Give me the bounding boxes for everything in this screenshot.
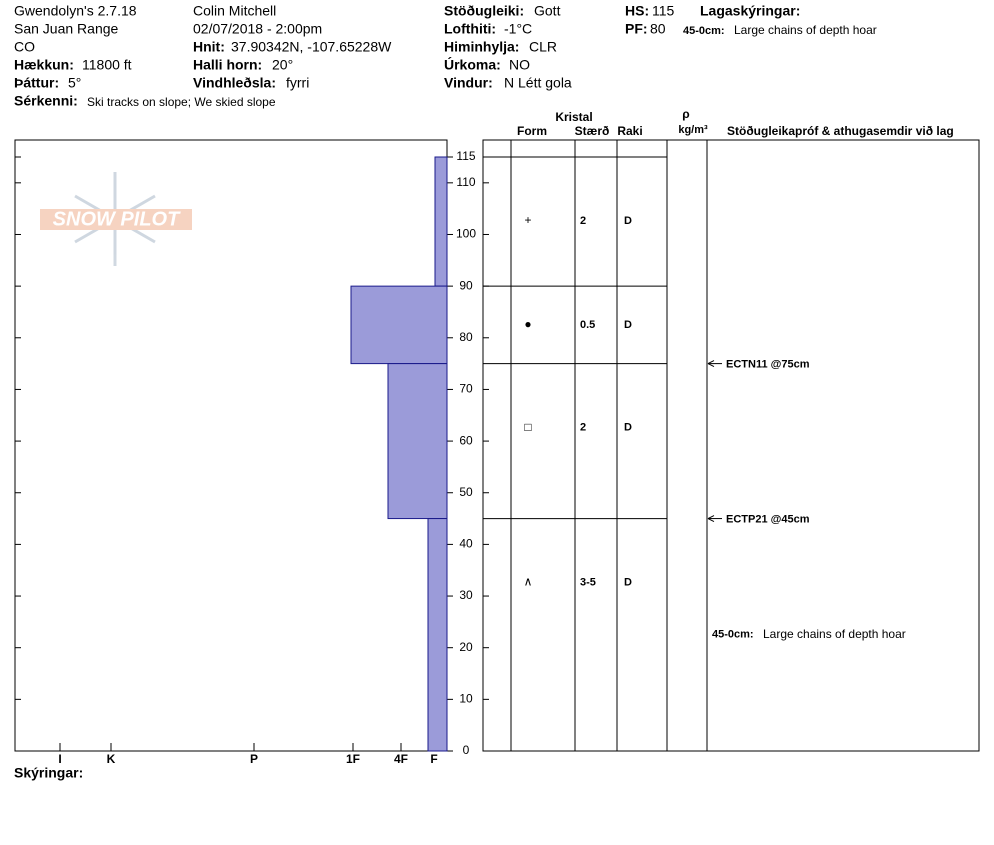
moisture: D [624, 576, 632, 588]
table-header: Stöðugleikapróf & athugasemdir við lag [727, 124, 954, 138]
range: San Juan Range [14, 21, 119, 37]
logo-text: SNOW PILOT [53, 208, 181, 230]
y-tick-label: 70 [459, 382, 473, 396]
y-tick-label: 90 [459, 278, 473, 292]
arrow-head [707, 515, 715, 523]
field-label: Hækkun: [14, 57, 74, 73]
moisture: D [624, 319, 632, 331]
field-value: 20° [272, 57, 293, 73]
y-tick-label: 110 [456, 175, 475, 189]
x-tick-label: P [250, 752, 258, 766]
field-value: 5° [68, 75, 81, 91]
field-label: Úrkoma: [444, 56, 501, 73]
hardness-frame [14, 139, 448, 752]
field-value: 80 [650, 21, 666, 37]
moisture: D [624, 422, 632, 434]
comment-label: 45-0cm: [712, 629, 754, 641]
table-header: kg/m³ [678, 124, 708, 136]
y-tick-label: 10 [459, 692, 473, 706]
y-tick-label: 50 [459, 485, 473, 499]
field-value: NO [509, 57, 530, 73]
state: CO [14, 39, 35, 55]
field-label: Vindur: [444, 75, 493, 91]
layer-note-label: 45-0cm: [683, 25, 725, 37]
field-value: 37.90342N, -107.65228W [231, 39, 392, 55]
field-label: Sérkenni: [14, 93, 78, 109]
grain-form: ● [524, 317, 531, 331]
logo: SNOW PILOT [40, 172, 192, 266]
field-value: Ski tracks on slope; We skied slope [87, 95, 276, 109]
grain-size: 2 [580, 215, 586, 227]
field-label: Hnit: [193, 39, 225, 55]
grain-size: 2 [580, 422, 586, 434]
y-tick-label: 80 [459, 330, 473, 344]
y-tick-label: 30 [459, 588, 473, 602]
field-label: Stöðugleiki: [444, 3, 524, 19]
grain-form: + [524, 213, 531, 227]
x-tick-label: 4F [394, 752, 408, 766]
table-header: Kristal [555, 110, 592, 124]
grain-size: 3-5 [580, 576, 596, 588]
comment: Large chains of depth hoar [763, 627, 906, 641]
field-value: 11800 ft [82, 57, 132, 73]
hardness-layer [350, 285, 448, 365]
hardness-layer [427, 518, 448, 752]
table-header: ρ [682, 107, 689, 121]
y-tick-label: 100 [456, 227, 476, 241]
field-value: -1°C [504, 21, 532, 37]
grain-size: 0.5 [580, 319, 595, 331]
location: Gwendolyn's 2.7.18 [14, 3, 137, 19]
layer-note: Large chains of depth hoar [734, 23, 877, 37]
grain-form: □ [524, 420, 531, 434]
hardness-layer [387, 363, 448, 520]
table-header: Form [517, 124, 547, 138]
y-tick-label: 40 [459, 537, 473, 551]
layer-notes-title: Lagaskýringar: [700, 3, 800, 19]
field-label: Halli horn: [193, 57, 262, 73]
x-tick-label: K [107, 752, 116, 766]
field-value: fyrri [286, 75, 309, 91]
footer: Skýringar: [14, 765, 83, 781]
field-value: Gott [534, 3, 561, 19]
arrow-head [707, 360, 715, 368]
field-value: 115 [652, 3, 675, 19]
y-tick-label: 60 [459, 433, 473, 447]
field-label: PF: [625, 21, 648, 37]
y-tick-label: 115 [456, 149, 475, 163]
field-value: N Létt gola [504, 75, 572, 91]
observer: Colin Mitchell [193, 3, 276, 19]
y-tick-label: 0 [463, 743, 470, 757]
x-tick-label: I [58, 752, 61, 766]
field-label: HS: [625, 3, 649, 19]
hardness-layer [434, 156, 448, 287]
field-label: Himinhylja: [444, 39, 519, 55]
datetime: 02/07/2018 - 2:00pm [193, 21, 322, 37]
moisture: D [624, 215, 632, 227]
field-label: Vindhleðsla: [193, 75, 276, 91]
table-frame [482, 139, 980, 752]
grain-form: ∧ [524, 575, 533, 589]
x-tick-label: F [430, 752, 437, 766]
y-tick-label: 20 [459, 640, 473, 654]
test-label: ECTP21 @45cm [726, 513, 810, 525]
field-label: Þáttur: [14, 75, 59, 91]
table-header: Raki [617, 124, 642, 138]
table-header: Stærð [575, 124, 610, 138]
field-label: Lofthiti: [444, 21, 496, 37]
test-label: ECTN11 @75cm [726, 359, 810, 371]
field-value: CLR [529, 39, 557, 55]
x-tick-label: 1F [346, 752, 360, 766]
